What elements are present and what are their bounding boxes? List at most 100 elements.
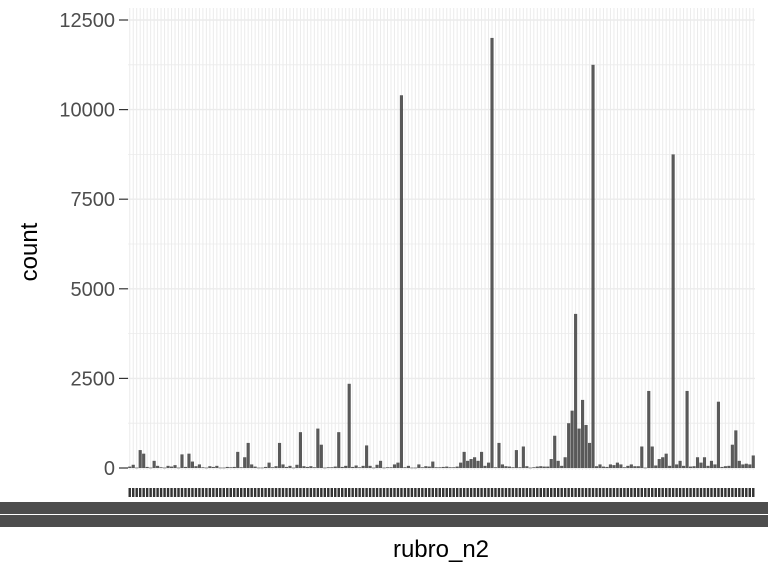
bar bbox=[312, 467, 316, 468]
bar bbox=[149, 467, 153, 469]
bar bbox=[685, 390, 689, 468]
x-tick-mark bbox=[508, 488, 511, 497]
x-tick-mark bbox=[720, 488, 724, 497]
bar bbox=[291, 467, 296, 469]
bar bbox=[131, 464, 135, 468]
bar bbox=[612, 465, 616, 468]
bar bbox=[142, 453, 146, 468]
bar bbox=[354, 465, 358, 468]
x-tick-mark bbox=[382, 488, 386, 497]
bar bbox=[368, 465, 372, 468]
x-tick-mark bbox=[201, 488, 205, 497]
x-tick-mark bbox=[731, 488, 734, 497]
bar bbox=[486, 462, 491, 468]
bar bbox=[647, 390, 651, 468]
bar bbox=[424, 466, 428, 468]
bar bbox=[626, 465, 630, 468]
x-tick-mark bbox=[208, 488, 212, 497]
x-tick-mark bbox=[550, 488, 553, 497]
x-tick-mark bbox=[696, 488, 699, 497]
x-tick-mark bbox=[675, 488, 678, 497]
x-tick-mark bbox=[323, 488, 327, 497]
x-tick-mark bbox=[313, 488, 316, 497]
bar bbox=[497, 442, 501, 468]
bar bbox=[288, 465, 292, 468]
x-tick-mark bbox=[194, 488, 198, 497]
x-tick-mark bbox=[159, 488, 163, 497]
bar bbox=[330, 467, 334, 468]
x-tick-mark bbox=[504, 488, 508, 497]
x-tick-mark bbox=[184, 488, 187, 497]
x-tick-mark bbox=[685, 488, 689, 497]
bar bbox=[500, 464, 505, 468]
bar bbox=[542, 466, 546, 468]
x-tick-mark bbox=[462, 488, 466, 497]
x-tick-mark bbox=[619, 488, 623, 497]
x-tick-mark bbox=[598, 488, 602, 497]
bar bbox=[333, 466, 337, 468]
bar bbox=[232, 466, 236, 468]
x-tick-mark bbox=[177, 488, 180, 497]
bar bbox=[570, 410, 574, 468]
x-tick-mark bbox=[668, 488, 671, 497]
x-tick-mark bbox=[522, 488, 525, 497]
y-tick-label: 12500 bbox=[59, 10, 115, 32]
x-tick-mark bbox=[138, 488, 142, 497]
bar bbox=[166, 465, 170, 468]
bar bbox=[281, 464, 285, 468]
bar bbox=[560, 465, 564, 468]
x-tick-mark bbox=[480, 488, 483, 497]
x-tick-mark bbox=[288, 488, 292, 497]
bar bbox=[215, 465, 219, 468]
x-tick-mark bbox=[361, 488, 365, 497]
x-tick-mark bbox=[661, 488, 664, 497]
x-tick-mark bbox=[435, 488, 438, 497]
x-tick-mark bbox=[438, 488, 441, 497]
bar bbox=[622, 467, 626, 468]
bar bbox=[584, 424, 588, 468]
bar bbox=[361, 465, 365, 468]
x-tick-mark bbox=[292, 488, 295, 497]
x-tick-mark bbox=[745, 488, 748, 497]
bar bbox=[413, 467, 417, 469]
bar bbox=[302, 466, 306, 468]
x-tick-mark bbox=[205, 488, 208, 497]
x-tick-mark bbox=[285, 488, 288, 497]
bar bbox=[445, 466, 449, 468]
bar bbox=[246, 442, 250, 468]
bar bbox=[243, 457, 247, 468]
bar bbox=[260, 467, 264, 469]
x-tick-mark bbox=[306, 488, 309, 497]
x-tick-mark bbox=[497, 488, 501, 497]
x-tick-mark bbox=[487, 488, 490, 497]
x-tick-mark bbox=[410, 488, 414, 497]
x-tick-mark bbox=[536, 488, 539, 497]
x-tick-mark bbox=[699, 488, 703, 497]
x-tick-mark bbox=[706, 488, 710, 497]
bar bbox=[319, 444, 323, 468]
bar bbox=[473, 457, 477, 468]
bar bbox=[727, 465, 731, 468]
bar bbox=[365, 445, 369, 468]
bars bbox=[128, 37, 755, 469]
x-tick-mark bbox=[511, 488, 515, 497]
y-tick-label: 10000 bbox=[59, 100, 115, 122]
x-tick-mark bbox=[630, 488, 633, 497]
x-tick-mark bbox=[145, 488, 149, 497]
x-tick-mark bbox=[633, 488, 637, 497]
x-tick-mark bbox=[239, 488, 243, 497]
x-tick-mark bbox=[717, 488, 720, 497]
bar bbox=[267, 462, 271, 468]
y-tick-label: 2500 bbox=[71, 368, 116, 390]
bar bbox=[730, 444, 734, 468]
x-tick-mark bbox=[563, 488, 567, 497]
bar bbox=[675, 464, 679, 468]
bar bbox=[378, 460, 383, 468]
x-tick-mark bbox=[556, 488, 560, 497]
bar bbox=[375, 464, 379, 468]
bar bbox=[490, 37, 494, 469]
bar bbox=[748, 464, 752, 468]
x-tick-mark bbox=[647, 488, 650, 497]
bar bbox=[511, 467, 515, 468]
